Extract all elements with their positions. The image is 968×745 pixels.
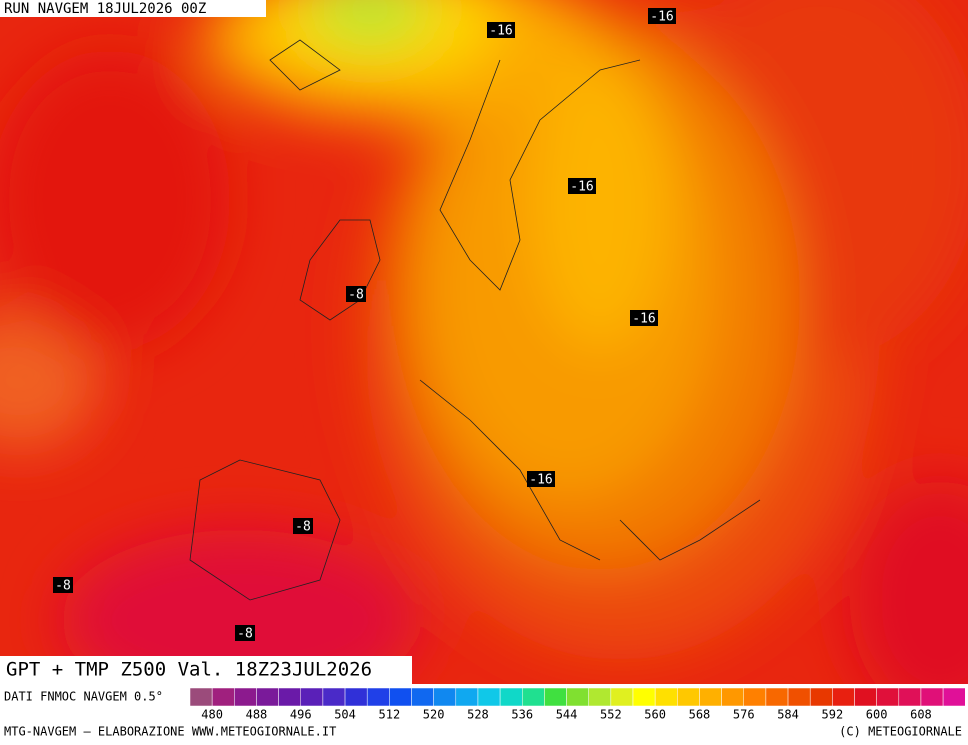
legend-tick: 488 <box>246 708 268 722</box>
legend-tick: 536 <box>511 708 533 722</box>
contour-label: -16 <box>529 473 552 488</box>
contour-label: -16 <box>650 10 673 25</box>
label-box <box>235 625 255 641</box>
color-swatch <box>942 687 966 707</box>
map <box>0 0 968 684</box>
color-swatch <box>898 687 922 707</box>
contour-label: -8 <box>348 288 364 303</box>
map-title: GPT + TMP Z500 Val. 18Z23JUL2026 <box>6 659 372 681</box>
color-swatch <box>654 687 678 707</box>
color-swatch <box>300 687 324 707</box>
label-box <box>568 178 596 194</box>
label-box <box>630 310 658 326</box>
legend-tick: 592 <box>822 708 844 722</box>
legend-tick: 544 <box>556 708 578 722</box>
color-swatch <box>787 687 811 707</box>
legend-tick: 584 <box>777 708 799 722</box>
color-swatch <box>699 687 722 707</box>
run-label: RUN NAVGEM 18JUL2026 00Z <box>4 1 206 17</box>
color-swatch <box>854 687 877 707</box>
color-swatch <box>389 687 412 707</box>
legend-tick: 496 <box>290 708 312 722</box>
color-swatch <box>366 687 390 707</box>
label-box <box>527 471 555 487</box>
legend-tick: 608 <box>910 708 932 722</box>
legend-tick: 480 <box>201 708 223 722</box>
footer-right: (C) METEOGIORNALE <box>839 725 962 739</box>
color-swatch <box>632 687 656 707</box>
color-swatch <box>566 687 589 707</box>
color-swatch <box>477 687 501 707</box>
color-swatch <box>278 687 302 707</box>
color-swatch <box>234 687 257 707</box>
color-swatch <box>211 687 235 707</box>
color-swatch <box>721 687 744 707</box>
color-swatch <box>765 687 789 707</box>
label-box <box>53 577 73 593</box>
contour-label: -16 <box>632 312 655 327</box>
color-swatch <box>610 687 634 707</box>
color-swatch <box>522 687 545 707</box>
color-swatch <box>544 687 567 707</box>
footer-left: MTG-NAVGEM – ELABORAZIONE WWW.METEOGIORN… <box>4 725 336 739</box>
title-box <box>0 656 412 684</box>
coastlines <box>189 39 761 601</box>
contour-label: -16 <box>489 24 512 39</box>
color-swatch <box>433 687 457 707</box>
legend-tick: 520 <box>423 708 445 722</box>
run-box <box>0 0 266 17</box>
legend-tick: 504 <box>334 708 356 722</box>
label-box <box>293 518 313 534</box>
color-swatch <box>743 687 767 707</box>
color-swatch <box>832 687 855 707</box>
color-swatch <box>588 687 612 707</box>
color-swatch <box>189 687 213 707</box>
contour-label: -16 <box>570 180 593 195</box>
color-swatch <box>809 687 833 707</box>
legend-tick: 568 <box>689 708 711 722</box>
legend-tick: 512 <box>379 708 401 722</box>
color-swatch <box>322 687 346 707</box>
color-swatch <box>411 687 434 707</box>
color-swatch <box>677 687 700 707</box>
label-box <box>648 8 676 24</box>
legend-tick: 576 <box>733 708 755 722</box>
color-swatch <box>256 687 279 707</box>
color-swatch <box>499 687 523 707</box>
color-swatch <box>876 687 900 707</box>
contour-label: -8 <box>237 627 253 642</box>
contour-label: -8 <box>55 579 71 594</box>
legend-source: DATI FNMOC NAVGEM 0.5° <box>4 690 163 704</box>
color-swatch <box>344 687 368 707</box>
label-box <box>487 22 515 38</box>
legend-tick: 560 <box>644 708 666 722</box>
contour-label: -8 <box>295 520 311 535</box>
legend-tick: 600 <box>866 708 888 722</box>
color-swatch <box>920 687 944 707</box>
color-swatch <box>455 687 479 707</box>
legend-tick: 528 <box>467 708 489 722</box>
label-box <box>346 286 366 302</box>
legend-tick: 552 <box>600 708 622 722</box>
